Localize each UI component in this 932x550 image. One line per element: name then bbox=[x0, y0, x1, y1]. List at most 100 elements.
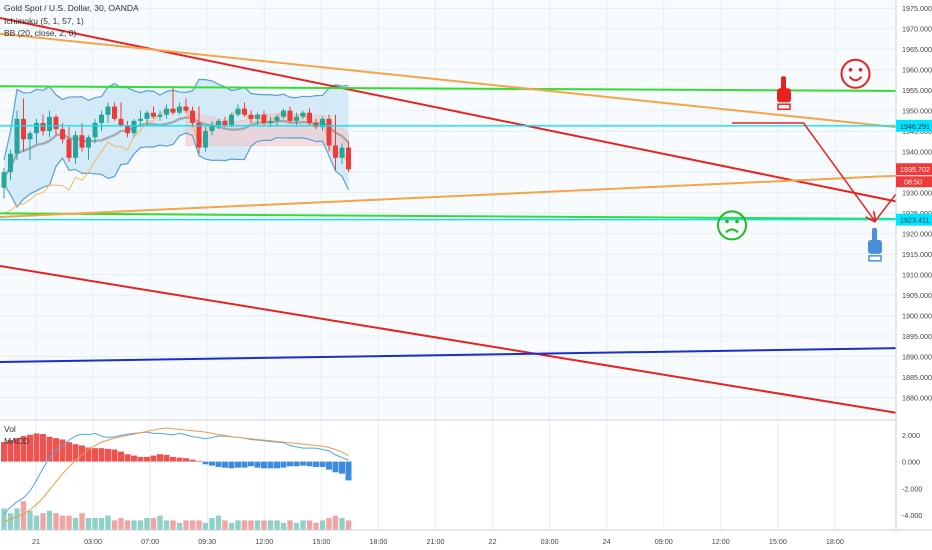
candle-body[interactable] bbox=[248, 114, 254, 119]
volume-bar bbox=[40, 513, 46, 530]
legend-bb[interactable]: BB (20, close, 2, 0) bbox=[4, 28, 77, 38]
volume-bar bbox=[105, 515, 111, 530]
drawn-trendlines[interactable] bbox=[0, 17, 897, 414]
candle-body[interactable] bbox=[112, 106, 117, 119]
trendline[interactable] bbox=[0, 212, 897, 220]
candle-body[interactable] bbox=[261, 114, 267, 123]
candle-body[interactable] bbox=[287, 110, 293, 121]
macd-histogram-bar bbox=[235, 461, 241, 468]
candle-body[interactable] bbox=[300, 112, 306, 117]
time-tick-label: 18:00 bbox=[369, 537, 387, 546]
candle-body[interactable] bbox=[73, 135, 78, 158]
candle-body[interactable] bbox=[196, 122, 202, 148]
price-tick-label: 1930.000 bbox=[902, 189, 932, 198]
volume-bar bbox=[85, 518, 92, 530]
candle-body[interactable] bbox=[281, 110, 286, 117]
candle-body[interactable] bbox=[307, 112, 312, 123]
candle-body[interactable] bbox=[53, 116, 59, 130]
candle-body[interactable] bbox=[125, 124, 130, 134]
price-tick-label: 1890.000 bbox=[902, 353, 932, 362]
volume-bar bbox=[228, 522, 235, 530]
candle-body[interactable] bbox=[1, 172, 7, 188]
candle-body[interactable] bbox=[86, 137, 91, 148]
candle-body[interactable] bbox=[268, 120, 273, 123]
candle-body[interactable] bbox=[144, 112, 150, 119]
legend-vol[interactable]: Vol bbox=[4, 424, 16, 434]
candle-body[interactable] bbox=[190, 110, 195, 123]
macd-histogram-bar bbox=[46, 436, 53, 462]
volume-bar bbox=[332, 515, 339, 530]
candle-body[interactable] bbox=[255, 114, 260, 119]
time-tick-label: 22 bbox=[489, 537, 497, 546]
candle-body[interactable] bbox=[170, 108, 176, 113]
forecast-arrow[interactable] bbox=[732, 122, 875, 221]
candle-body[interactable] bbox=[235, 108, 241, 115]
candle-body[interactable] bbox=[8, 153, 13, 173]
candle-body[interactable] bbox=[99, 114, 104, 123]
candle-body[interactable] bbox=[183, 106, 189, 111]
candle-body[interactable] bbox=[40, 122, 46, 132]
candle-body[interactable] bbox=[274, 116, 280, 121]
macd-histogram-bar bbox=[170, 456, 176, 462]
candle-body[interactable] bbox=[177, 106, 182, 113]
candle-body[interactable] bbox=[333, 145, 338, 158]
candle-body[interactable] bbox=[66, 139, 72, 158]
legend-macd[interactable]: MACD bbox=[4, 436, 30, 446]
trendline[interactable] bbox=[0, 265, 897, 414]
candle-body[interactable] bbox=[118, 118, 124, 125]
macd-histogram-bar bbox=[254, 461, 261, 468]
candle-body[interactable] bbox=[138, 118, 143, 121]
bb-upper-line bbox=[3, 78, 349, 160]
volume-bar bbox=[33, 515, 40, 530]
price-tick-label: 1965.000 bbox=[902, 45, 932, 54]
macd-histogram-bar bbox=[66, 442, 72, 462]
candle-body[interactable] bbox=[34, 122, 39, 134]
price-tick-label: 1920.000 bbox=[902, 230, 932, 239]
macd-histogram-bar bbox=[300, 461, 306, 466]
candle-body[interactable] bbox=[313, 122, 319, 128]
macd-histogram-bar bbox=[183, 458, 189, 462]
trendline[interactable] bbox=[0, 174, 897, 219]
candle-body[interactable] bbox=[27, 133, 33, 140]
candle-body[interactable] bbox=[105, 106, 111, 115]
time-tick-label: 09:30 bbox=[198, 537, 216, 546]
candle-body[interactable] bbox=[21, 118, 26, 140]
volume-bar bbox=[319, 520, 326, 530]
candle-body[interactable] bbox=[164, 108, 169, 115]
candle-body[interactable] bbox=[216, 120, 221, 125]
candle-body[interactable] bbox=[60, 129, 65, 140]
macd-histogram-bar bbox=[241, 461, 248, 468]
trendline[interactable] bbox=[0, 85, 897, 92]
candle-body[interactable] bbox=[203, 131, 208, 148]
candle-body[interactable] bbox=[326, 118, 332, 146]
legend-ichimoku[interactable]: Ichimoku (5, 1, 57, 1) bbox=[4, 16, 84, 26]
candle-body[interactable] bbox=[47, 116, 52, 132]
price-marker[interactable] bbox=[896, 163, 932, 176]
candle-body[interactable] bbox=[157, 114, 163, 117]
candle-body[interactable] bbox=[229, 114, 234, 125]
price-marker[interactable] bbox=[896, 213, 932, 226]
volume-bar bbox=[72, 518, 79, 530]
candle-body[interactable] bbox=[294, 116, 299, 121]
candle-body[interactable] bbox=[320, 118, 325, 128]
candle-body[interactable] bbox=[79, 135, 85, 148]
candle-body[interactable] bbox=[222, 120, 228, 125]
trendline[interactable] bbox=[0, 32, 897, 129]
candle-body[interactable] bbox=[151, 112, 156, 117]
candle-body[interactable] bbox=[209, 124, 215, 132]
price-marker[interactable] bbox=[896, 119, 932, 132]
candle-body[interactable] bbox=[131, 120, 137, 134]
candle-body[interactable] bbox=[339, 147, 345, 158]
trendline[interactable] bbox=[0, 347, 897, 363]
time-tick-label: 07:00 bbox=[141, 537, 159, 546]
candle-body[interactable] bbox=[242, 108, 247, 115]
symbol-title[interactable]: Gold Spot / U.S. Dollar, 30, OANDA bbox=[4, 3, 139, 13]
candle-body[interactable] bbox=[92, 122, 98, 138]
volume-bar bbox=[261, 520, 267, 530]
candle-body[interactable] bbox=[14, 118, 20, 154]
candle-body[interactable] bbox=[346, 147, 351, 170]
volume-bar bbox=[27, 510, 33, 530]
price-tick-label: 1895.000 bbox=[902, 332, 932, 341]
macd-histogram-bar bbox=[33, 433, 40, 462]
